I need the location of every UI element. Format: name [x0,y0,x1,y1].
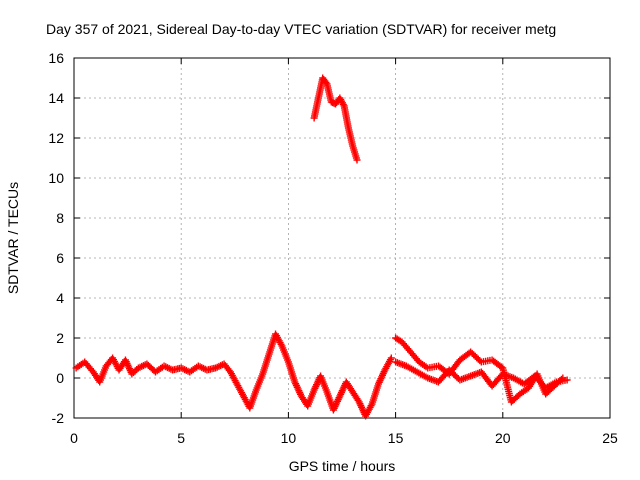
x-tick-label: 20 [495,430,511,446]
series-segment-4 [392,358,571,392]
x-tick-label: 15 [388,430,404,446]
y-tick-label: 4 [56,290,64,306]
data-point [322,79,330,86]
y-tick-labels: -2 0 2 4 6 8 10 12 14 16 [48,50,64,426]
series-segment-1 [72,330,395,420]
y-tick-label: 12 [48,130,64,146]
y-tick-label: 6 [56,250,64,266]
x-tick-labels: 0 5 10 15 20 25 [70,430,618,446]
y-tick-label: 0 [56,370,64,386]
y-tick-label: 14 [48,90,64,106]
y-tick-label: 10 [48,170,64,186]
data-point [353,156,361,164]
series-segment-2 [310,74,361,164]
x-tick-label: 10 [281,430,297,446]
x-axis-label: GPS time / hours [289,458,396,474]
y-tick-label: 8 [56,210,64,226]
plot-frame [73,57,611,419]
y-tick-label: 16 [48,50,64,66]
y-tick-label: -2 [52,410,65,426]
x-tick-label: 0 [70,430,78,446]
chart-title: Day 357 of 2021, Sidereal Day-to-day VTE… [46,21,556,37]
x-tick-label: 5 [177,430,185,446]
x-tick-label: 25 [602,430,618,446]
y-axis-label: SDTVAR / TECUs [5,182,21,294]
data-point [387,354,395,362]
data-point [339,100,347,108]
data-point [563,376,571,384]
y-tick-label: 2 [56,330,64,346]
data-points [72,74,571,420]
axis-ticks [73,57,611,419]
